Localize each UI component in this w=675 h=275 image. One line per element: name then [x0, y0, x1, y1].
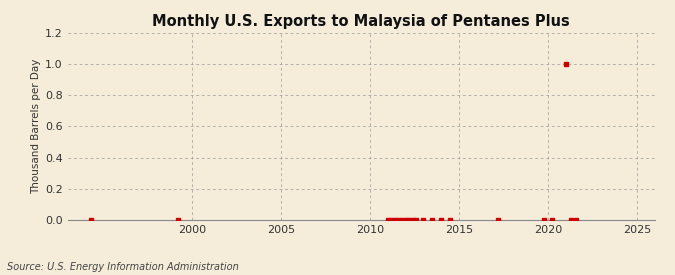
- Y-axis label: Thousand Barrels per Day: Thousand Barrels per Day: [31, 59, 40, 194]
- Text: Source: U.S. Energy Information Administration: Source: U.S. Energy Information Administ…: [7, 262, 238, 272]
- Title: Monthly U.S. Exports to Malaysia of Pentanes Plus: Monthly U.S. Exports to Malaysia of Pent…: [153, 14, 570, 29]
